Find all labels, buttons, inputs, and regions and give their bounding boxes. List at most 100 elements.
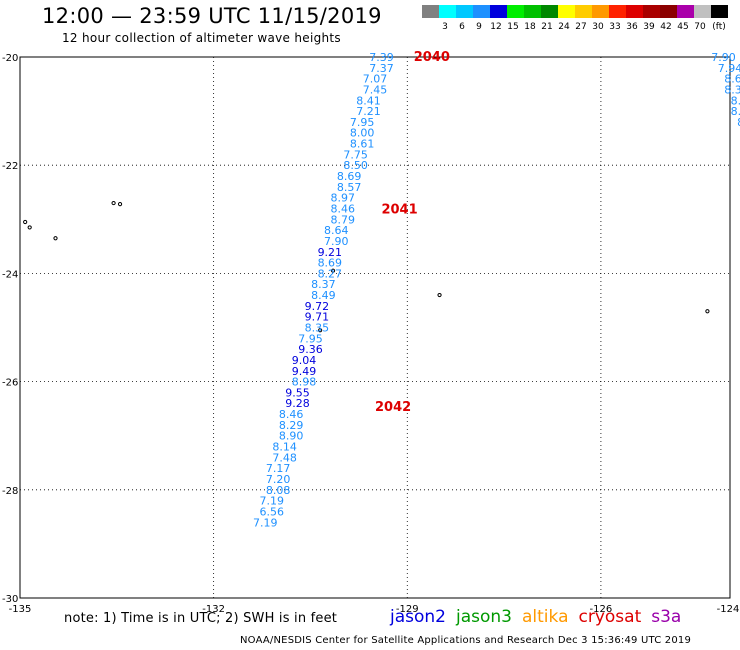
wave-height-value: 7.48 bbox=[272, 451, 297, 464]
plot-frame bbox=[19, 56, 731, 599]
track-label: 2042 bbox=[375, 400, 411, 415]
color-scale-label: 12 bbox=[490, 22, 502, 32]
wave-height-value: 8.37 bbox=[311, 278, 336, 291]
wave-height-value: 8.50 bbox=[343, 159, 368, 172]
satellite-legend: jason2 jason3 altika cryosat s3a bbox=[390, 607, 691, 627]
wave-height-value: 6.56 bbox=[259, 505, 284, 518]
color-scale-label: 3 bbox=[442, 22, 448, 32]
wave-height-value: 9.04 bbox=[292, 354, 317, 367]
color-swatch bbox=[592, 5, 609, 18]
island-marker bbox=[23, 219, 28, 225]
y-tick-label: -20 bbox=[2, 53, 18, 64]
wave-height-value: 8.79 bbox=[330, 213, 355, 226]
wave-height-value: 8.61 bbox=[350, 138, 375, 151]
wave-height-value: 8.72 bbox=[737, 116, 740, 129]
color-swatch bbox=[507, 5, 524, 18]
legend-item-jason2: jason2 bbox=[390, 607, 446, 627]
wave-height-value: 7.17 bbox=[266, 462, 291, 475]
chart-title: 12:00 — 23:59 UTC 11/15/2019 bbox=[42, 4, 382, 28]
island-marker bbox=[53, 236, 58, 241]
wave-height-value: 7.19 bbox=[253, 516, 278, 529]
color-scale-label: 6 bbox=[459, 22, 465, 32]
legend-item-jason3: jason3 bbox=[456, 607, 512, 627]
wave-height-value: 7.07 bbox=[363, 73, 388, 86]
wave-height-value: 9.72 bbox=[305, 300, 330, 313]
wave-height-value: 7.45 bbox=[363, 83, 388, 96]
color-scale-label: 21 bbox=[541, 22, 553, 32]
color-swatch bbox=[677, 5, 694, 18]
color-scale-label: 36 bbox=[626, 22, 638, 32]
track-label: 2040 bbox=[414, 50, 450, 65]
wave-height-value: 8.14 bbox=[272, 441, 297, 454]
wave-height-value: 8.64 bbox=[324, 224, 349, 237]
color-swatch bbox=[694, 5, 711, 18]
wave-height-value: 7.94 bbox=[718, 62, 740, 75]
color-scale-legend: 3 6 9 12 15 18 21 24 27 30 33 36 39 42 45 70 (ft) bbox=[422, 5, 740, 35]
x-tick-label: -129 bbox=[396, 604, 419, 615]
wave-height-value: 8.29 bbox=[279, 419, 304, 432]
wave-height-value: 8.46 bbox=[279, 408, 304, 421]
wave-height-value: 8.46 bbox=[330, 202, 355, 215]
wave-height-value: 9.28 bbox=[285, 397, 310, 410]
legend-item-altika: altika bbox=[522, 607, 569, 627]
color-swatch bbox=[524, 5, 541, 18]
y-tick-label: -30 bbox=[2, 594, 18, 605]
color-swatch bbox=[541, 5, 558, 18]
x-tick-label: -132 bbox=[202, 604, 225, 615]
wave-height-value: 7.90 bbox=[711, 51, 736, 64]
color-swatch bbox=[711, 5, 728, 18]
color-scale-label: 45 bbox=[677, 22, 689, 32]
island-marker bbox=[27, 225, 32, 230]
color-scale-label: 15 bbox=[507, 22, 519, 32]
color-scale-label: 9 bbox=[476, 22, 482, 32]
y-tick-label: -26 bbox=[2, 378, 18, 389]
wave-height-value: 8.57 bbox=[337, 181, 362, 194]
grid-lines bbox=[20, 57, 730, 598]
y-tick-label: -22 bbox=[2, 161, 18, 172]
color-scale-label: 27 bbox=[575, 22, 587, 32]
wave-height-value: 9.21 bbox=[318, 246, 343, 259]
color-swatch bbox=[626, 5, 643, 18]
x-tick-label: -124 bbox=[717, 604, 740, 615]
legend-item-s3a: s3a bbox=[651, 607, 682, 627]
wave-height-value: 8.08 bbox=[266, 484, 291, 497]
color-swatch bbox=[422, 5, 439, 18]
island-marker bbox=[117, 202, 123, 207]
wave-height-value: 7.37 bbox=[369, 62, 394, 75]
footnote: note: 1) Time is in UTC; 2) SWH is in fe… bbox=[64, 611, 338, 626]
color-swatch bbox=[575, 5, 592, 18]
wave-height-value: 8.15 bbox=[731, 105, 740, 118]
track-labels: 204020412042142114201- bbox=[375, 50, 450, 415]
color-scale-label: 18 bbox=[524, 22, 536, 32]
color-swatch bbox=[456, 5, 473, 18]
x-tick-label: -126 bbox=[590, 604, 613, 615]
island-marker bbox=[437, 292, 442, 298]
wave-height-value: 8.97 bbox=[330, 192, 355, 205]
wave-height-value: 8.39 bbox=[724, 83, 740, 96]
wave-height-value: 8.98 bbox=[292, 376, 317, 389]
wave-height-value: 8.65 bbox=[724, 73, 740, 86]
wave-height-value: 8.35 bbox=[305, 322, 330, 335]
wave-height-value: 8.00 bbox=[350, 127, 375, 140]
wave-height-value: 7.39 bbox=[369, 51, 394, 64]
color-scale-label: 42 bbox=[660, 22, 672, 32]
wave-height-value: 7.19 bbox=[259, 495, 284, 508]
y-tick-label: -24 bbox=[2, 269, 18, 280]
color-swatch bbox=[609, 5, 626, 18]
island-marker bbox=[111, 200, 116, 206]
y-tick-label: -28 bbox=[2, 486, 18, 497]
legend-item-cryosat: cryosat bbox=[578, 607, 642, 627]
wave-height-value: 9.49 bbox=[292, 365, 317, 378]
wave-height-value: 7.21 bbox=[356, 105, 381, 118]
wave-height-value: 7.75 bbox=[343, 148, 368, 161]
color-swatch bbox=[643, 5, 660, 18]
color-swatch bbox=[558, 5, 575, 18]
wave-height-value: 8.27 bbox=[318, 267, 343, 280]
color-scale-label: 30 bbox=[592, 22, 604, 32]
chart-subtitle: 12 hour collection of altimeter wave hei… bbox=[62, 31, 341, 45]
wave-height-value: 7.90 bbox=[324, 235, 349, 248]
island-markers bbox=[23, 200, 710, 333]
color-swatch bbox=[490, 5, 507, 18]
color-swatch bbox=[439, 5, 456, 18]
